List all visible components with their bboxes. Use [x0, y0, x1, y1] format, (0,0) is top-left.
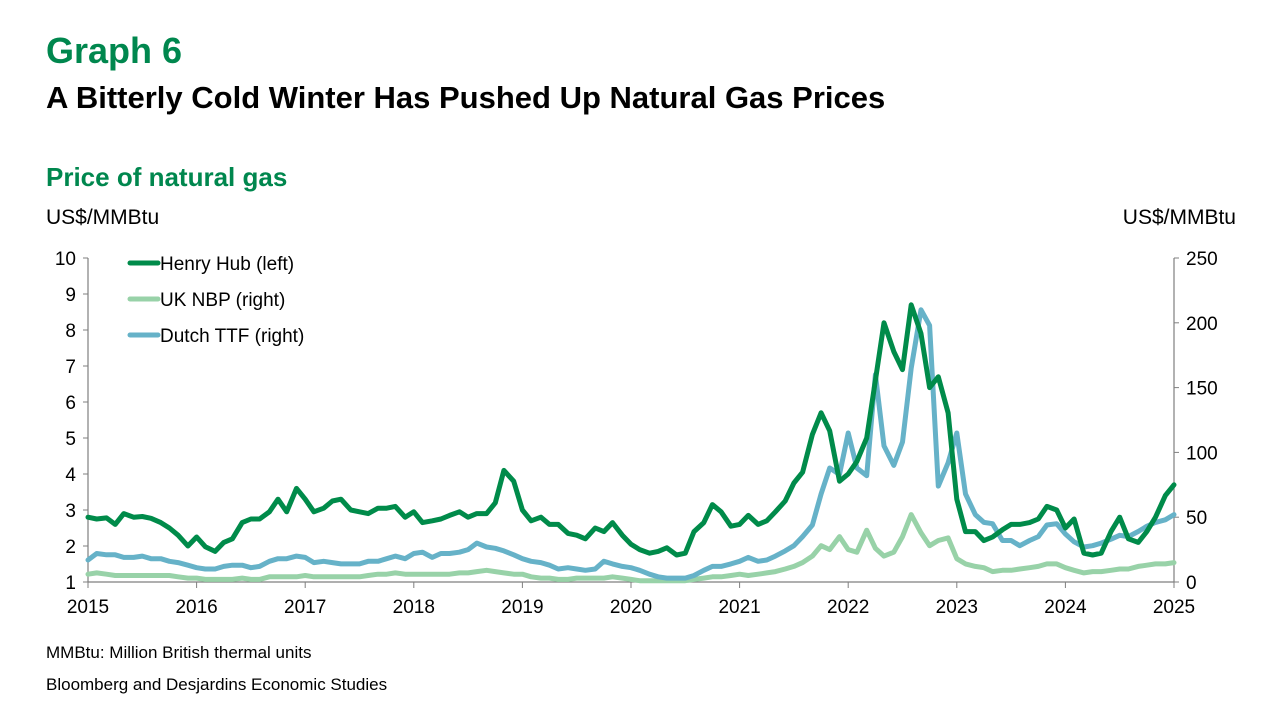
left-tick-label: 8: [65, 321, 76, 342]
left-axis-unit: US$/MMBtu: [46, 206, 160, 229]
x-tick-label: 2023: [936, 597, 978, 618]
x-tick-label: 2022: [827, 597, 869, 618]
right-tick-label: 200: [1186, 314, 1218, 335]
legend-label: UK NBP (right): [160, 290, 285, 311]
left-tick-label: 1: [65, 573, 76, 594]
legend: Henry Hub (left) UK NBP (right) Dutch TTF …: [127, 254, 304, 347]
left-tick-label: 3: [65, 501, 76, 522]
x-tick-label: 2020: [610, 597, 652, 618]
x-tick-label: 2024: [1044, 597, 1087, 618]
footnote: MMBtu: Million British thermal units: [46, 643, 312, 662]
chart-title: A Bitterly Cold Winter Has Pushed Up Nat…: [46, 80, 886, 115]
left-tick-label: 7: [65, 357, 76, 378]
series-line-dutch-ttf-right: [85, 307, 1177, 581]
series-line-uk-nbp-right: [85, 512, 1177, 584]
series-line-henry-hub-left: [85, 302, 1177, 558]
legend-label: Henry Hub (left): [160, 254, 294, 275]
right-axis-unit: US$/MMBtu: [1122, 206, 1236, 229]
right-tick-label: 50: [1186, 508, 1207, 529]
x-tick-label: 2025: [1153, 597, 1195, 618]
right-tick-label: 250: [1186, 249, 1218, 270]
left-tick-label: 2: [65, 537, 76, 558]
x-tick-label: 2017: [284, 597, 326, 618]
left-tick-label: 6: [65, 393, 76, 414]
left-tick-label: 5: [65, 429, 76, 450]
chart-subtitle: Price of natural gas: [46, 162, 288, 192]
x-tick-label: 2019: [501, 597, 543, 618]
x-tick-label: 2018: [393, 597, 435, 618]
x-tick-label: 2016: [175, 597, 217, 618]
left-tick-label: 4: [65, 465, 76, 486]
left-tick-label: 10: [55, 249, 76, 270]
left-tick-label: 9: [65, 285, 76, 306]
series-lines: [85, 302, 1177, 584]
legend-label: Dutch TTF (right): [160, 326, 304, 347]
right-tick-label: 0: [1186, 573, 1197, 594]
right-tick-label: 150: [1186, 379, 1218, 400]
source-note: Bloomberg and Desjardins Economic Studie…: [46, 675, 388, 694]
graph-number: Graph 6: [46, 30, 183, 71]
x-tick-label: 2021: [718, 597, 760, 618]
x-tick-label: 2015: [67, 597, 109, 618]
right-tick-label: 100: [1186, 443, 1218, 464]
